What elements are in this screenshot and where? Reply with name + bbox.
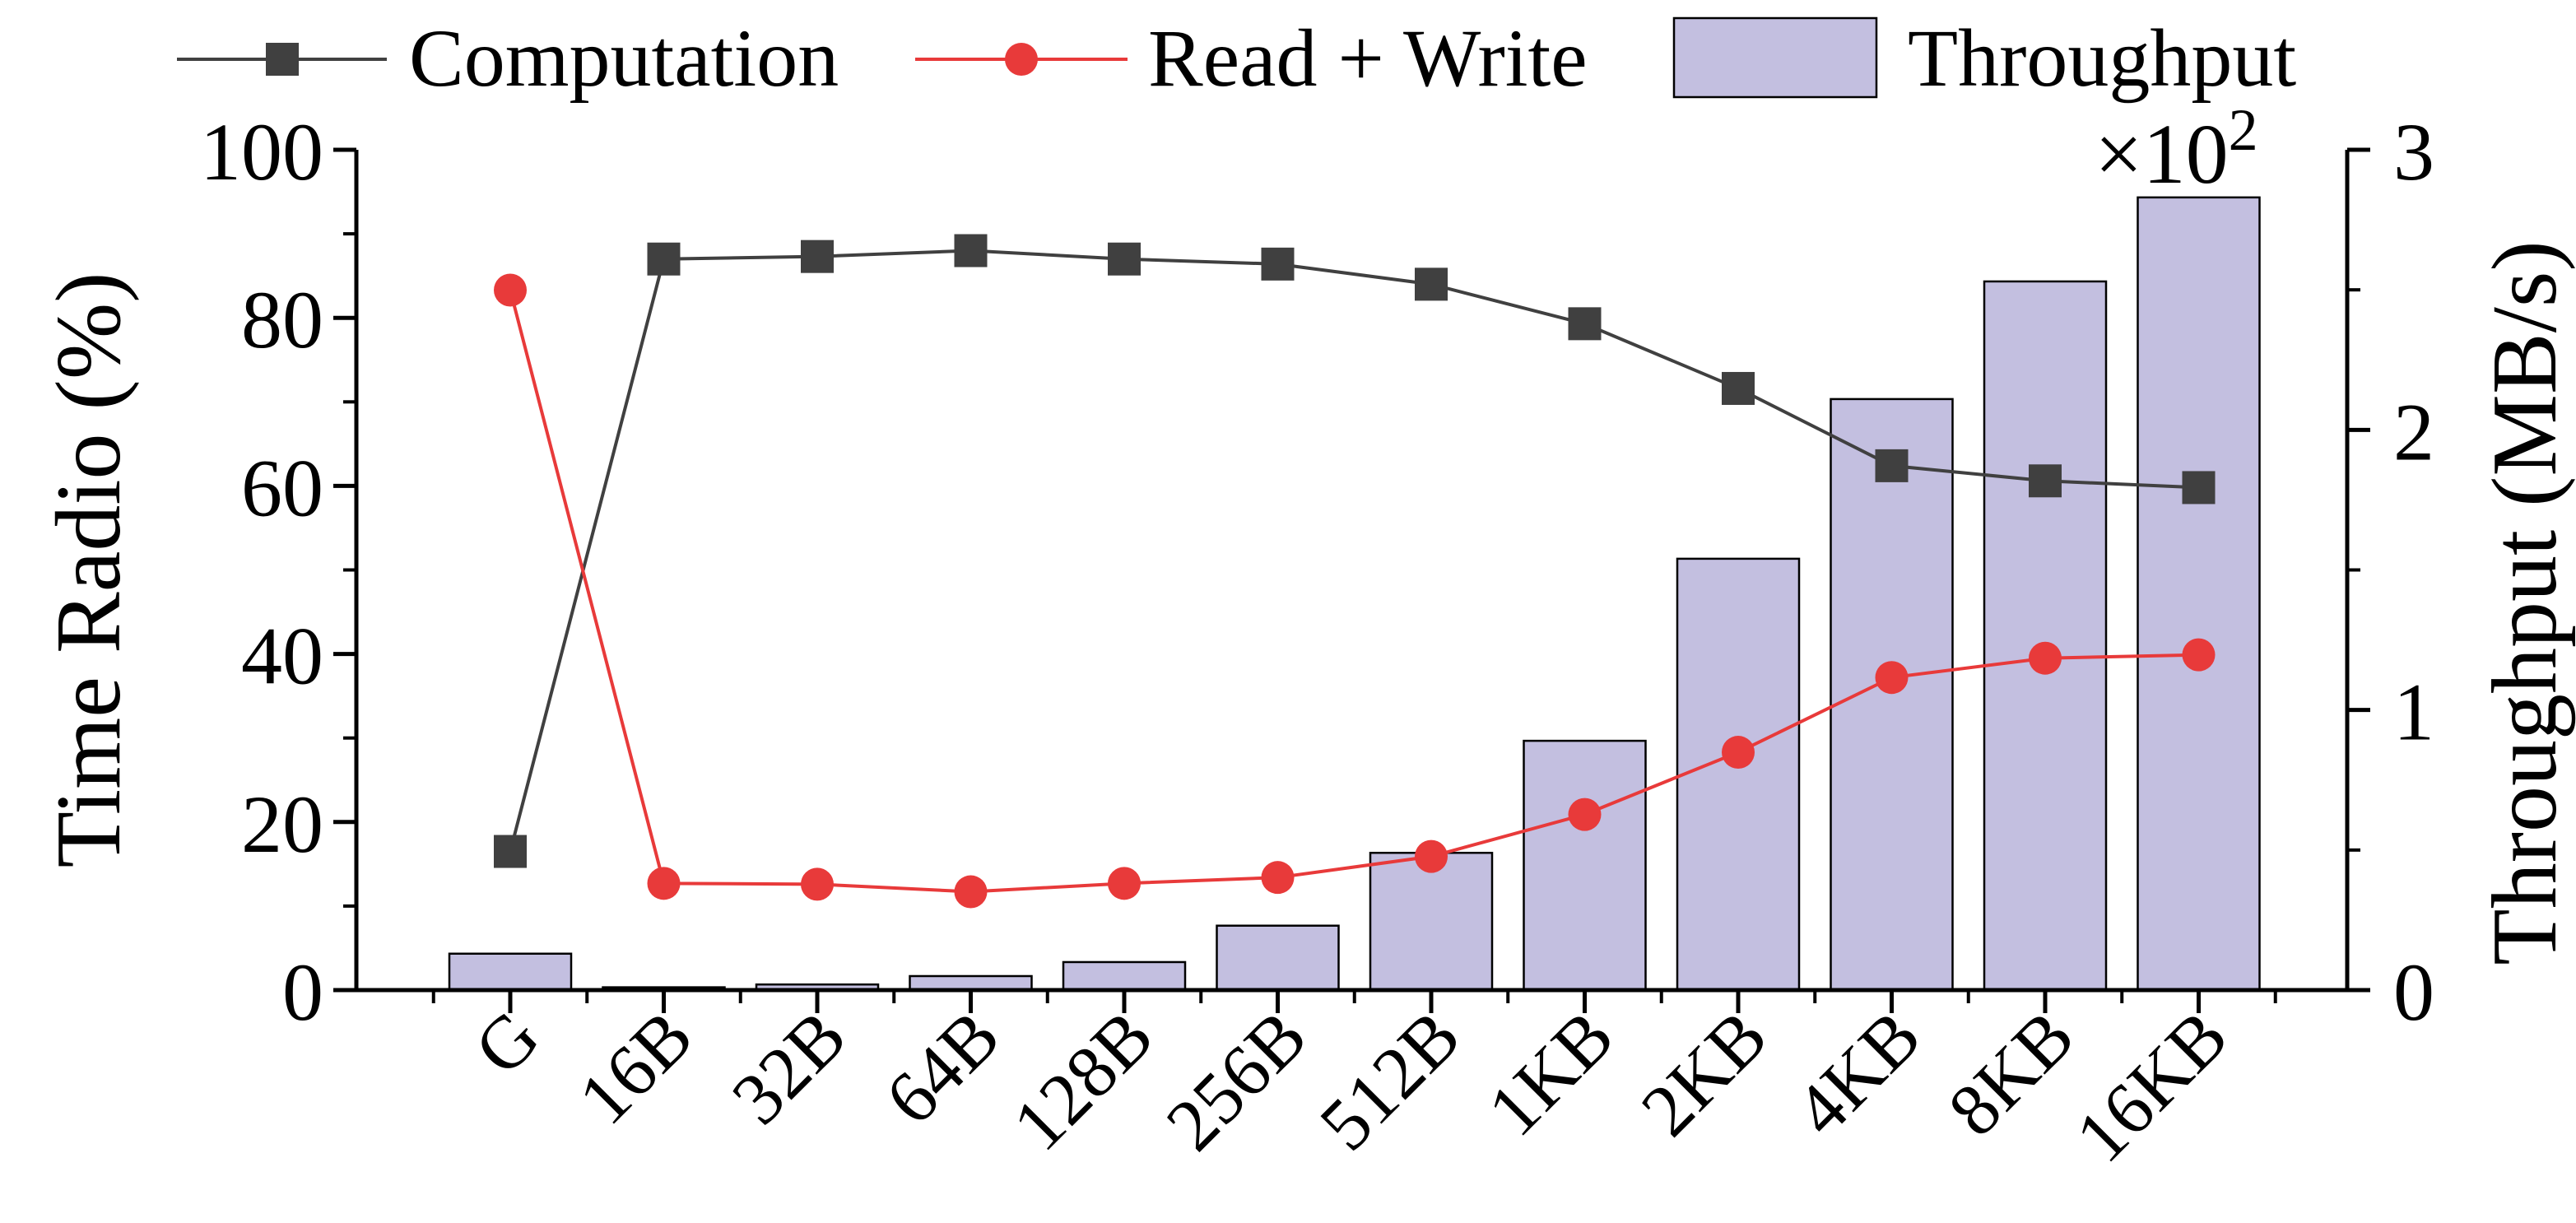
- legend-label-throughput: Throughput: [1908, 12, 2296, 104]
- bar-1KB: [1523, 739, 1647, 992]
- legend-swatch-throughput: [1672, 16, 1878, 99]
- bar-8KB: [1983, 280, 2108, 992]
- x-tick-label: 64B: [871, 995, 1016, 1140]
- y-right-tick-label: 0: [2393, 946, 2434, 1038]
- x-tick-label: 16KB: [2061, 995, 2244, 1178]
- point-0-64B: [954, 234, 988, 267]
- legend: Computation Read + Write Throughput: [177, 12, 2296, 104]
- point-0-16B: [647, 242, 681, 276]
- legend-marker-computation: [266, 43, 299, 76]
- bar-128B: [1062, 960, 1187, 992]
- point-1-8KB: [2029, 641, 2062, 675]
- point-1-2KB: [1722, 736, 1755, 770]
- bar-256B: [1216, 924, 1340, 992]
- point-1-1KB: [1568, 798, 1602, 831]
- point-0-512B: [1415, 267, 1448, 301]
- x-tick-label: 8KB: [1933, 995, 2090, 1151]
- y-left-tick-label: 80: [241, 274, 323, 365]
- legend-label-computation: Computation: [409, 12, 839, 104]
- point-1-16B: [647, 867, 681, 900]
- series-line-1: [509, 290, 2199, 894]
- point-1-128B: [1108, 867, 1141, 900]
- point-0-G: [494, 835, 527, 868]
- y-right-tick-label: 3: [2393, 106, 2434, 198]
- bar-4KB: [1830, 398, 1954, 992]
- x-tick-label: 16B: [564, 995, 709, 1140]
- bar-64B: [909, 974, 1033, 992]
- y-right-title: Throughput (MB/s): [2474, 240, 2576, 965]
- x-tick-label: 2KB: [1626, 995, 1783, 1151]
- bars-layer: [448, 196, 2261, 992]
- y-right-multiplier: ×102: [2095, 97, 2258, 202]
- point-1-64B: [954, 875, 988, 909]
- bar-G: [448, 952, 573, 992]
- point-0-32B: [801, 239, 834, 273]
- y-right-tick-label: 2: [2393, 386, 2434, 477]
- y-left-title: Time Radio (%): [38, 272, 140, 868]
- x-tick-label: 512B: [1304, 995, 1476, 1166]
- y-left-tick-label: 40: [241, 611, 323, 702]
- point-0-2KB: [1722, 371, 1755, 405]
- x-tick-label: G: [459, 995, 555, 1090]
- point-0-1KB: [1568, 307, 1602, 341]
- point-1-G: [494, 273, 527, 307]
- point-1-16KB: [2182, 638, 2216, 672]
- point-0-8KB: [2029, 464, 2062, 498]
- legend-marker-read-write: [1005, 43, 1038, 76]
- point-1-256B: [1261, 861, 1295, 895]
- x-tick-label: 128B: [997, 995, 1169, 1166]
- point-0-4KB: [1875, 449, 1909, 482]
- y-right-tick-label: 1: [2393, 667, 2434, 758]
- y-left-tick-label: 60: [241, 442, 323, 533]
- bar-512B: [1369, 851, 1494, 992]
- legend-label-read-write: Read + Write: [1148, 12, 1588, 104]
- point-0-16KB: [2182, 471, 2216, 505]
- bar-16KB: [2137, 196, 2261, 992]
- point-1-4KB: [1875, 661, 1909, 695]
- x-tick-label: 4KB: [1779, 995, 1936, 1151]
- lines-layer: [494, 234, 2216, 909]
- x-tick-label: 32B: [717, 995, 862, 1140]
- y-left-tick-label: 0: [282, 946, 323, 1038]
- y-left-tick-label: 20: [241, 779, 323, 870]
- series-line-0: [509, 249, 2199, 853]
- x-tick-label: 1KB: [1472, 995, 1629, 1151]
- bar-2KB: [1676, 557, 1801, 992]
- point-0-128B: [1108, 242, 1141, 276]
- point-0-256B: [1261, 247, 1295, 281]
- point-1-512B: [1415, 839, 1448, 873]
- y-left-tick-label: 100: [200, 106, 323, 198]
- x-tick-label: 256B: [1151, 995, 1323, 1166]
- point-1-32B: [801, 867, 834, 901]
